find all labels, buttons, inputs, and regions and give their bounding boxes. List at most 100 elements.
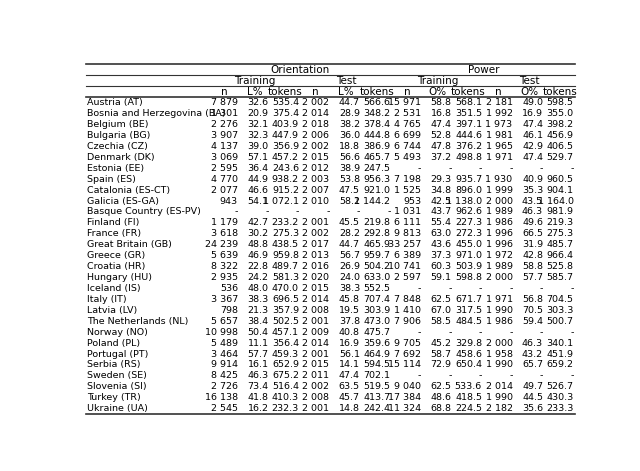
Text: 44.7: 44.7 bbox=[339, 240, 360, 249]
Text: 4 770: 4 770 bbox=[211, 175, 238, 184]
Text: Turkey (TR): Turkey (TR) bbox=[88, 393, 141, 402]
Text: -: - bbox=[509, 164, 513, 173]
Text: 47.8: 47.8 bbox=[431, 142, 451, 151]
Text: 70.5: 70.5 bbox=[522, 306, 543, 315]
Text: 6 111: 6 111 bbox=[394, 219, 421, 227]
Text: 47.4: 47.4 bbox=[522, 120, 543, 129]
Text: 340.1: 340.1 bbox=[547, 339, 573, 348]
Text: 1 072.1: 1 072.1 bbox=[263, 196, 299, 205]
Text: 275.3: 275.3 bbox=[272, 229, 299, 238]
Text: 707.4: 707.4 bbox=[364, 295, 390, 304]
Text: 2 015: 2 015 bbox=[303, 284, 330, 293]
Text: 5 639: 5 639 bbox=[211, 251, 238, 260]
Text: 7 692: 7 692 bbox=[394, 349, 421, 358]
Text: 357.9: 357.9 bbox=[272, 306, 299, 315]
Text: -: - bbox=[265, 208, 269, 217]
Text: 40.9: 40.9 bbox=[522, 175, 543, 184]
Text: 403.9: 403.9 bbox=[272, 120, 299, 129]
Text: 1 525: 1 525 bbox=[394, 186, 421, 195]
Text: 418.5: 418.5 bbox=[455, 393, 482, 402]
Text: 633.0: 633.0 bbox=[364, 273, 390, 282]
Text: 59.1: 59.1 bbox=[431, 273, 451, 282]
Text: 504.2: 504.2 bbox=[364, 262, 390, 271]
Text: 47.4: 47.4 bbox=[339, 371, 360, 381]
Text: 1 179: 1 179 bbox=[211, 219, 238, 227]
Text: 20.9: 20.9 bbox=[248, 109, 269, 118]
Text: 485.7: 485.7 bbox=[547, 240, 573, 249]
Text: 526.7: 526.7 bbox=[547, 382, 573, 391]
Text: -: - bbox=[418, 328, 421, 337]
Text: Test: Test bbox=[519, 76, 540, 86]
Text: 46.1: 46.1 bbox=[522, 131, 543, 140]
Text: 3 618: 3 618 bbox=[211, 229, 238, 238]
Text: Croatia (HR): Croatia (HR) bbox=[88, 262, 146, 271]
Text: 1 990: 1 990 bbox=[486, 360, 513, 369]
Text: 1 989: 1 989 bbox=[486, 208, 513, 217]
Text: 356.9: 356.9 bbox=[272, 142, 299, 151]
Text: 702.1: 702.1 bbox=[364, 371, 390, 381]
Text: -: - bbox=[570, 284, 573, 293]
Text: O%: O% bbox=[429, 87, 447, 97]
Text: 63.0: 63.0 bbox=[430, 229, 451, 238]
Text: 58.5: 58.5 bbox=[431, 317, 451, 326]
Text: 552.5: 552.5 bbox=[364, 284, 390, 293]
Text: 62.5: 62.5 bbox=[431, 382, 451, 391]
Text: 473.0: 473.0 bbox=[364, 317, 390, 326]
Text: 16.1: 16.1 bbox=[248, 360, 269, 369]
Text: 525.8: 525.8 bbox=[547, 262, 573, 271]
Text: 1 989: 1 989 bbox=[486, 262, 513, 271]
Text: -: - bbox=[540, 164, 543, 173]
Text: 1 971: 1 971 bbox=[486, 295, 513, 304]
Text: 2 008: 2 008 bbox=[303, 393, 330, 402]
Text: n: n bbox=[312, 87, 319, 97]
Text: -: - bbox=[418, 284, 421, 293]
Text: 444.8: 444.8 bbox=[364, 131, 390, 140]
Text: 40.8: 40.8 bbox=[339, 328, 360, 337]
Text: -: - bbox=[418, 164, 421, 173]
Text: 1 999: 1 999 bbox=[486, 186, 513, 195]
Text: Greece (GR): Greece (GR) bbox=[88, 251, 146, 260]
Text: 2 181: 2 181 bbox=[486, 98, 513, 107]
Text: 376.2: 376.2 bbox=[455, 142, 482, 151]
Text: -: - bbox=[418, 371, 421, 381]
Text: 42.9: 42.9 bbox=[522, 142, 543, 151]
Text: 58.7: 58.7 bbox=[431, 349, 451, 358]
Text: 36.4: 36.4 bbox=[247, 164, 269, 173]
Text: 1 990: 1 990 bbox=[486, 393, 513, 402]
Text: -: - bbox=[570, 328, 573, 337]
Text: 47.4: 47.4 bbox=[431, 120, 451, 129]
Text: -: - bbox=[235, 208, 238, 217]
Text: 502.5: 502.5 bbox=[272, 317, 299, 326]
Text: Norway (NO): Norway (NO) bbox=[88, 328, 148, 337]
Text: Training: Training bbox=[234, 76, 275, 86]
Text: 10 741: 10 741 bbox=[388, 262, 421, 271]
Text: 956.3: 956.3 bbox=[364, 175, 390, 184]
Text: 30.2: 30.2 bbox=[247, 229, 269, 238]
Text: Orientation: Orientation bbox=[271, 65, 330, 75]
Text: 2 545: 2 545 bbox=[211, 404, 238, 413]
Text: Serbia (RS): Serbia (RS) bbox=[88, 360, 141, 369]
Text: 675.2: 675.2 bbox=[272, 371, 299, 381]
Text: 60.3: 60.3 bbox=[430, 262, 451, 271]
Text: 410.3: 410.3 bbox=[272, 393, 299, 402]
Text: 44.5: 44.5 bbox=[522, 393, 543, 402]
Text: 2 017: 2 017 bbox=[303, 240, 330, 249]
Text: 375.4: 375.4 bbox=[272, 109, 299, 118]
Text: 42.7: 42.7 bbox=[248, 219, 269, 227]
Text: 52.8: 52.8 bbox=[431, 131, 451, 140]
Text: 54.1: 54.1 bbox=[248, 196, 269, 205]
Text: 971.0: 971.0 bbox=[455, 251, 482, 260]
Text: -: - bbox=[509, 371, 513, 381]
Text: 303.9: 303.9 bbox=[364, 306, 390, 315]
Text: 1 144.2: 1 144.2 bbox=[355, 196, 390, 205]
Text: Poland (PL): Poland (PL) bbox=[88, 339, 141, 348]
Text: 65.7: 65.7 bbox=[522, 360, 543, 369]
Text: 16.8: 16.8 bbox=[431, 109, 451, 118]
Text: 2 595: 2 595 bbox=[211, 164, 238, 173]
Text: 56.6: 56.6 bbox=[339, 153, 360, 162]
Text: 2 018: 2 018 bbox=[303, 120, 330, 129]
Text: 227.3: 227.3 bbox=[455, 219, 482, 227]
Text: 24 239: 24 239 bbox=[205, 240, 238, 249]
Text: n: n bbox=[404, 87, 410, 97]
Text: 329.8: 329.8 bbox=[455, 339, 482, 348]
